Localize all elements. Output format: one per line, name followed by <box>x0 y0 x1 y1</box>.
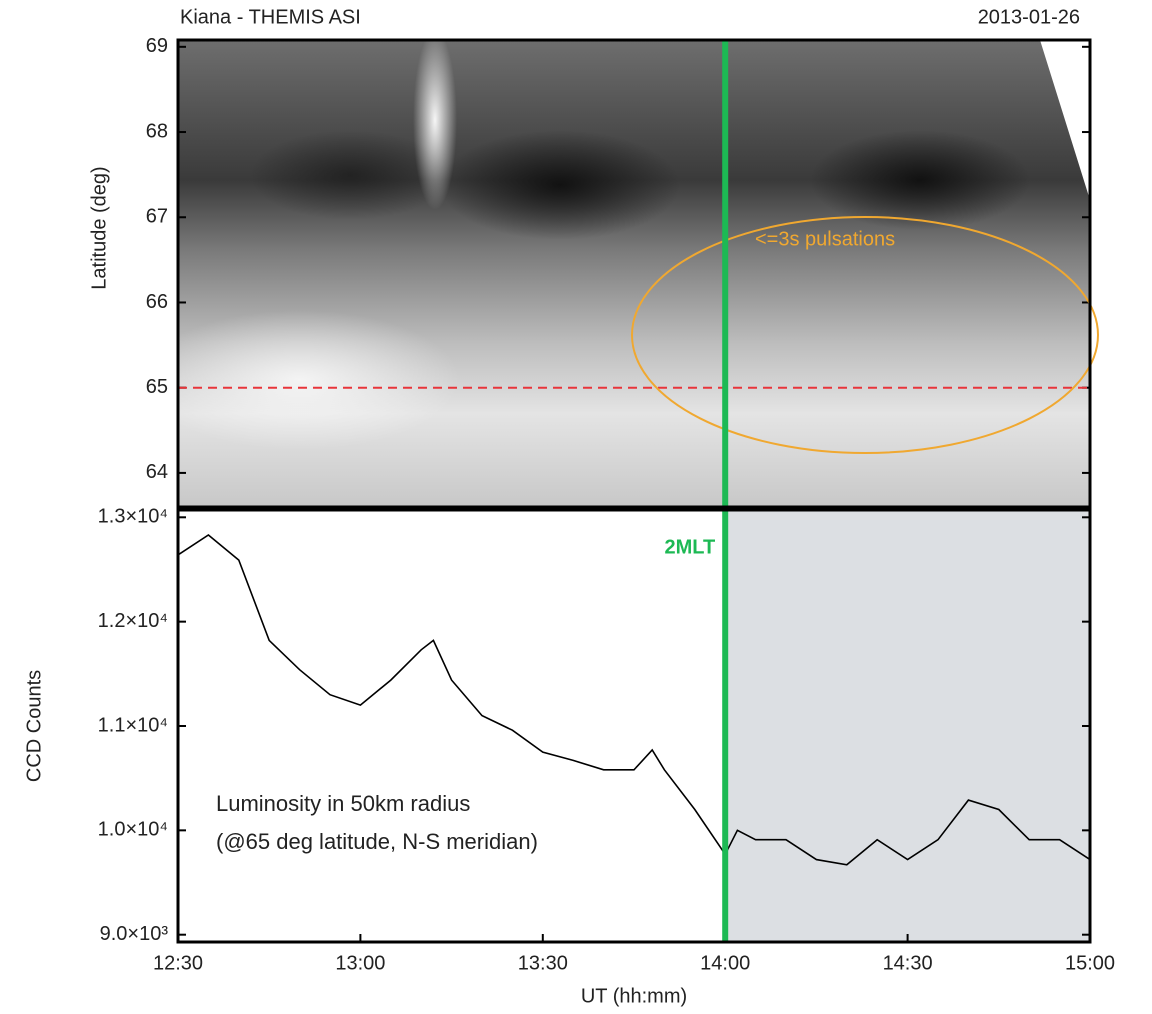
chart-date: 2013-01-26 <box>978 6 1080 28</box>
annotation: (@65 deg latitude, N-S meridian) <box>216 829 538 854</box>
x-axis-label: UT (hh:mm) <box>581 985 687 1007</box>
y-tick-label: 64 <box>146 461 168 483</box>
annotation: <=3s pulsations <box>755 228 895 250</box>
y-axis-label: Latitude (deg) <box>88 166 110 289</box>
x-tick-label: 13:30 <box>518 952 568 974</box>
keogram-image <box>140 30 1090 507</box>
y-tick-label: 1.3×10⁴ <box>98 506 168 528</box>
x-tick-label: 12:30 <box>153 952 203 974</box>
annotation: Luminosity in 50km radius <box>216 791 470 816</box>
chart-title: Kiana - THEMIS ASI <box>180 6 361 28</box>
shaded-region <box>725 510 1090 942</box>
y-tick-label: 67 <box>146 206 168 228</box>
y-tick-label: 69 <box>146 35 168 57</box>
annotation-ellipse <box>631 216 1099 454</box>
y-tick-label: 9.0×10³ <box>100 923 169 945</box>
y-tick-label: 1.0×10⁴ <box>98 819 168 841</box>
x-tick-label: 13:00 <box>335 952 385 974</box>
data-line <box>177 534 1091 866</box>
y-axis-label: CCD Counts <box>23 670 45 782</box>
frame <box>176 508 1092 944</box>
x-tick-label: 15:00 <box>1065 952 1115 974</box>
y-tick-label: 1.1×10⁴ <box>98 714 168 736</box>
marker-label: 2MLT <box>664 536 715 558</box>
y-tick-label: 65 <box>146 376 168 398</box>
x-tick-label: 14:00 <box>700 952 750 974</box>
x-tick-label: 14:30 <box>883 952 933 974</box>
frame <box>176 38 1092 509</box>
y-tick-label: 68 <box>146 120 168 142</box>
y-tick-label: 66 <box>146 291 168 313</box>
y-tick-label: 1.2×10⁴ <box>98 610 168 632</box>
